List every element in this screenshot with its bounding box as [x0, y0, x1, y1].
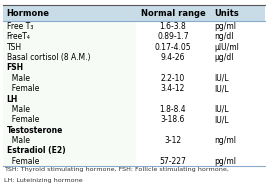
Text: 57-227: 57-227	[159, 157, 186, 166]
Text: μg/dl: μg/dl	[214, 53, 234, 62]
Text: Testosterone: Testosterone	[7, 125, 63, 135]
Text: Free T₃: Free T₃	[7, 22, 33, 31]
Text: Male: Male	[7, 136, 30, 145]
Text: IU/L: IU/L	[214, 84, 229, 93]
Text: 1.8-8.4: 1.8-8.4	[160, 105, 186, 114]
Text: pg/ml: pg/ml	[214, 157, 236, 166]
Text: μIU/ml: μIU/ml	[214, 43, 239, 52]
Text: LH: LH	[7, 94, 18, 104]
Text: Units: Units	[214, 9, 239, 18]
Text: Estradiol (E2): Estradiol (E2)	[7, 146, 65, 155]
Text: 0.89-1.7: 0.89-1.7	[157, 32, 189, 41]
Text: Female: Female	[7, 157, 39, 166]
Text: 3.4-12: 3.4-12	[161, 84, 185, 93]
Text: 3-18.6: 3-18.6	[161, 115, 185, 124]
Text: Female: Female	[7, 84, 39, 93]
Text: pg/ml: pg/ml	[214, 22, 236, 31]
Text: 3-12: 3-12	[164, 136, 181, 145]
Text: Male: Male	[7, 74, 30, 83]
Text: 0.17-4.05: 0.17-4.05	[155, 43, 191, 52]
Text: 9.4-26: 9.4-26	[161, 53, 185, 62]
Text: Female: Female	[7, 115, 39, 124]
Text: Normal range: Normal range	[140, 9, 205, 18]
Text: 2.2-10: 2.2-10	[161, 74, 185, 83]
Bar	[3, 5, 265, 21]
Text: 1.6-3.8: 1.6-3.8	[160, 22, 186, 31]
Text: Basal cortisol (8 A.M.): Basal cortisol (8 A.M.)	[7, 53, 90, 62]
Text: Male: Male	[7, 105, 30, 114]
Text: TSH: Thyroid stimulating hormone, FSH: Follicle stimulating hormone,: TSH: Thyroid stimulating hormone, FSH: F…	[4, 167, 229, 172]
Text: IU/L: IU/L	[214, 115, 229, 124]
Text: Hormone: Hormone	[7, 9, 50, 18]
Text: FSH: FSH	[7, 64, 24, 72]
Text: ng/ml: ng/ml	[214, 136, 236, 145]
Text: IU/L: IU/L	[214, 105, 229, 114]
Text: TSH: TSH	[7, 43, 22, 52]
Text: LH: Luteinizing hormone: LH: Luteinizing hormone	[4, 178, 83, 183]
Text: FreeT₄: FreeT₄	[7, 32, 31, 41]
Text: IU/L: IU/L	[214, 74, 229, 83]
Text: ng/dl: ng/dl	[214, 32, 234, 41]
